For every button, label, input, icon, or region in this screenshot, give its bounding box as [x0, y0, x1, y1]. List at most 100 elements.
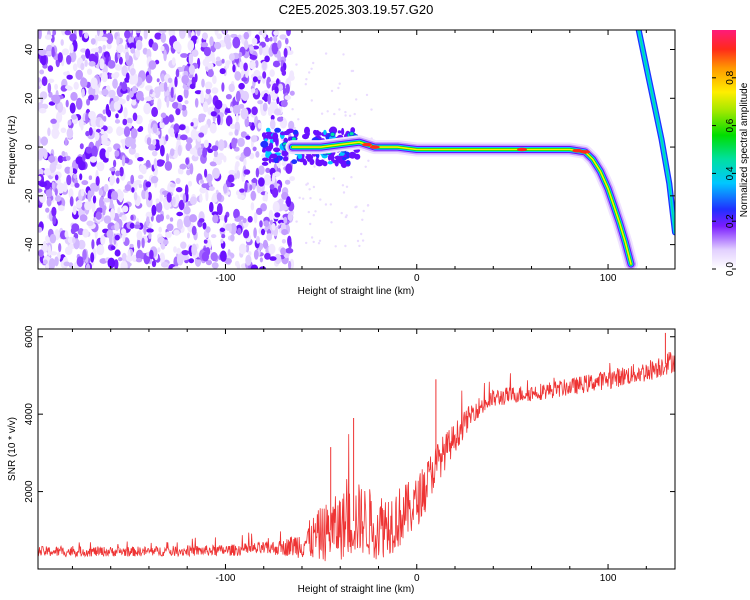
noise-blob	[118, 56, 123, 65]
noise-blob	[255, 167, 260, 178]
noise-speck	[366, 204, 370, 207]
colorbar: 0.0 0.2 0.4 0.6 0.8 Normalized spectral ampl…	[712, 30, 750, 276]
noise-blob	[90, 182, 98, 190]
noise-blob	[120, 139, 125, 144]
noise-blob	[124, 184, 132, 192]
noise-speck	[310, 67, 313, 71]
onset-blob	[302, 159, 308, 166]
noise-speck	[344, 110, 347, 114]
noise-blob	[125, 51, 130, 61]
noise-blob	[221, 234, 226, 239]
noise-blob	[152, 42, 159, 52]
snr-frame	[37, 328, 676, 570]
noise-speck	[338, 82, 341, 85]
noise-blob	[215, 56, 221, 62]
noise-blob	[277, 116, 284, 122]
noise-speck	[367, 159, 370, 162]
noise-blob	[207, 62, 214, 70]
noise-blob	[49, 162, 57, 173]
noise-blob	[38, 188, 43, 193]
noise-blob	[244, 181, 248, 193]
noise-blob	[170, 87, 174, 99]
noise-blob	[286, 196, 291, 208]
onset-blob	[334, 155, 342, 160]
noise-blob	[245, 135, 251, 140]
noise-blob	[166, 192, 172, 203]
noise-blob	[263, 220, 270, 228]
noise-blob	[43, 259, 48, 265]
noise-blob	[182, 84, 188, 90]
noise-blob	[49, 233, 57, 244]
noise-blob	[247, 216, 253, 223]
onset-blob	[342, 157, 347, 161]
noise-blob	[253, 249, 259, 260]
noise-blob	[223, 183, 228, 194]
noise-blob	[250, 190, 256, 201]
noise-blob	[53, 95, 61, 104]
noise-speck	[298, 196, 301, 199]
noise-blob	[274, 171, 281, 177]
noise-blob	[118, 257, 123, 262]
noise-blob	[38, 168, 44, 175]
noise-blob	[129, 222, 135, 229]
noise-blob	[130, 174, 135, 185]
noise-blob	[96, 128, 101, 133]
noise-blob	[91, 201, 96, 213]
noise-blob	[280, 247, 286, 256]
noise-blob	[51, 181, 55, 190]
noise-blob	[178, 199, 185, 211]
noise-blob	[47, 127, 51, 137]
noise-blob	[124, 30, 131, 39]
noise-blob	[212, 167, 220, 179]
noise-blob	[69, 165, 74, 176]
noise-blob	[237, 137, 245, 147]
noise-blob	[172, 196, 176, 206]
noise-blob	[154, 86, 161, 99]
noise-speck	[333, 112, 336, 116]
onset-blob	[327, 154, 331, 161]
noise-blob	[229, 106, 234, 112]
noise-blob	[130, 128, 138, 139]
onset-blob	[269, 153, 276, 159]
noise-blob	[190, 122, 194, 127]
noise-blob	[157, 247, 161, 253]
noise-blob	[196, 30, 201, 37]
onset-blob	[283, 130, 290, 136]
noise-blob	[197, 147, 203, 157]
noise-blob	[160, 45, 165, 52]
onset-blob	[265, 148, 272, 152]
noise-blob	[38, 48, 47, 56]
noise-blob	[221, 58, 225, 64]
onset-blob	[339, 151, 345, 156]
ridge-hot-patch	[572, 148, 583, 153]
noise-blob	[51, 206, 57, 217]
noise-blob	[58, 243, 62, 253]
noise-blob	[141, 237, 145, 249]
noise-blob	[237, 194, 245, 200]
noise-blob	[207, 148, 214, 153]
noise-blob	[136, 230, 143, 241]
noise-blob	[160, 144, 165, 157]
spectrogram-y-tick-label: 20	[24, 92, 35, 104]
noise-speck	[310, 236, 314, 239]
noise-speck	[350, 176, 353, 179]
noise-blob	[268, 243, 276, 255]
noise-blob	[212, 214, 219, 224]
noise-blob	[88, 61, 96, 67]
noise-blob	[114, 119, 121, 124]
onset-blob	[323, 129, 327, 135]
snr-line	[38, 351, 675, 562]
noise-blob	[72, 236, 76, 244]
noise-blob	[113, 259, 119, 269]
noise-blob	[285, 37, 289, 45]
noise-blob	[158, 226, 162, 233]
noise-blob	[56, 182, 65, 194]
noise-blob	[117, 207, 121, 215]
noise-blob	[184, 100, 189, 105]
noise-blob	[181, 254, 190, 261]
noise-blob	[251, 135, 258, 143]
onset-blob	[346, 160, 351, 165]
noise-blob	[204, 123, 209, 131]
noise-blob	[168, 30, 174, 37]
noise-blob	[114, 234, 120, 241]
